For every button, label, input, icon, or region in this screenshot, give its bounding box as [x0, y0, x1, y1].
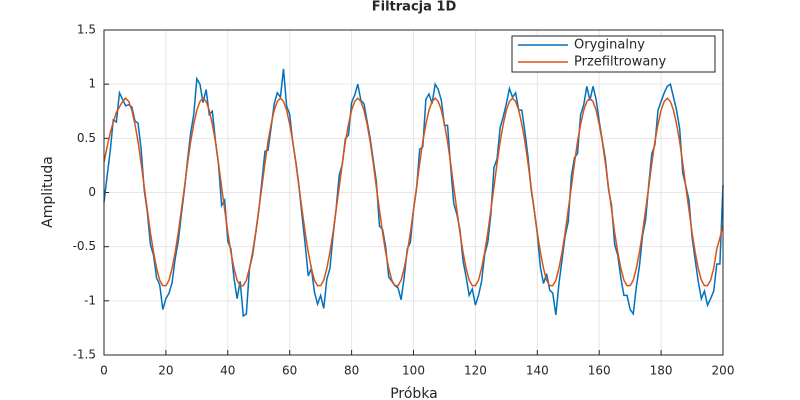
y-tick-label: -1.5: [73, 348, 96, 362]
legend-label: Oryginalny: [574, 38, 645, 53]
series-line: [103, 97, 724, 287]
x-axis-label: Próbka: [390, 386, 438, 400]
x-tick-label: 0: [100, 364, 108, 378]
x-tick-label: 80: [344, 364, 359, 378]
axes-frame: [103, 29, 724, 356]
chart-title: Filtracja 1D: [372, 0, 457, 15]
y-tick-label: 1.5: [77, 23, 96, 37]
y-axis-label: Amplituda: [40, 156, 56, 228]
y-tick-label: -1: [84, 293, 96, 307]
x-tick-label: 180: [650, 364, 673, 378]
y-tick-label: 1: [88, 77, 96, 91]
y-tick-label: 0: [88, 185, 96, 199]
y-tick-label: -0.5: [73, 239, 96, 253]
legend-label: Przefiltrowany: [574, 55, 667, 70]
legend-box: [511, 35, 716, 73]
x-tick-label: 40: [220, 364, 235, 378]
x-tick-label: 100: [402, 364, 425, 378]
x-tick-label: 160: [588, 364, 611, 378]
x-tick-label: 20: [158, 364, 173, 378]
x-tick-label: 200: [712, 364, 735, 378]
x-tick-label: 140: [526, 364, 549, 378]
y-tick-label: 0.5: [77, 131, 96, 145]
x-tick-label: 60: [282, 364, 297, 378]
x-tick-label: 120: [464, 364, 487, 378]
